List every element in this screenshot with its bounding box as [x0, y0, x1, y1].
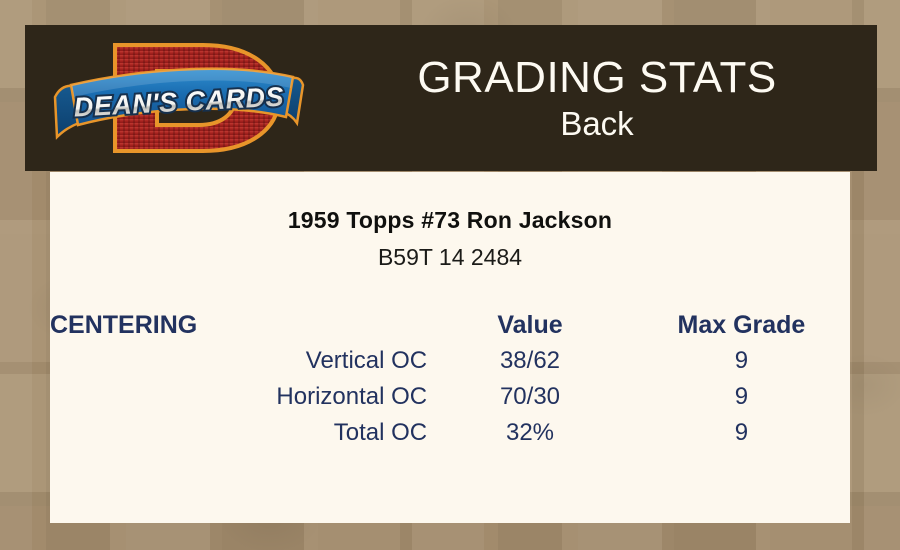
- deans-cards-logo[interactable]: DEAN'S CARDS: [53, 31, 305, 165]
- card-identifier: B59T 14 2484: [377, 244, 523, 270]
- row-label: Horizontal OC: [276, 383, 428, 410]
- row-label: Total OC: [333, 419, 428, 446]
- page-subtitle: Back: [560, 105, 634, 142]
- table-row: Horizontal OC 70/30 9: [50, 379, 850, 415]
- row-max-grade: 9: [734, 383, 749, 410]
- table-row: Vertical OC 38/62 9: [50, 343, 850, 379]
- row-max-grade: 9: [734, 347, 749, 374]
- header-title-block: GRADING STATS Back: [325, 25, 877, 171]
- page-title: GRADING STATS: [417, 53, 777, 102]
- column-header-centering: CENTERING: [50, 311, 198, 339]
- content-panel: 1959 Topps #73 Ron Jackson B59T 14 2484 …: [50, 172, 850, 523]
- column-header-value: Value: [497, 311, 563, 339]
- header-bar: DEAN'S CARDS GRADING STATS Back: [25, 25, 877, 171]
- row-value: 38/62: [499, 347, 561, 374]
- logo-ribbon: [53, 67, 305, 140]
- row-value: 32%: [505, 419, 555, 446]
- row-value: 70/30: [499, 383, 561, 410]
- row-max-grade: 9: [734, 419, 749, 446]
- card-title: 1959 Topps #73 Ron Jackson: [287, 207, 613, 233]
- table-row: Total OC 32% 9: [50, 415, 850, 451]
- table-header-row: CENTERING Value Max Grade: [50, 307, 850, 343]
- grading-stats-table: CENTERING Value Max Grade Vertical OC 38…: [50, 307, 850, 451]
- column-header-max-grade: Max Grade: [677, 311, 806, 339]
- row-label: Vertical OC: [305, 347, 428, 374]
